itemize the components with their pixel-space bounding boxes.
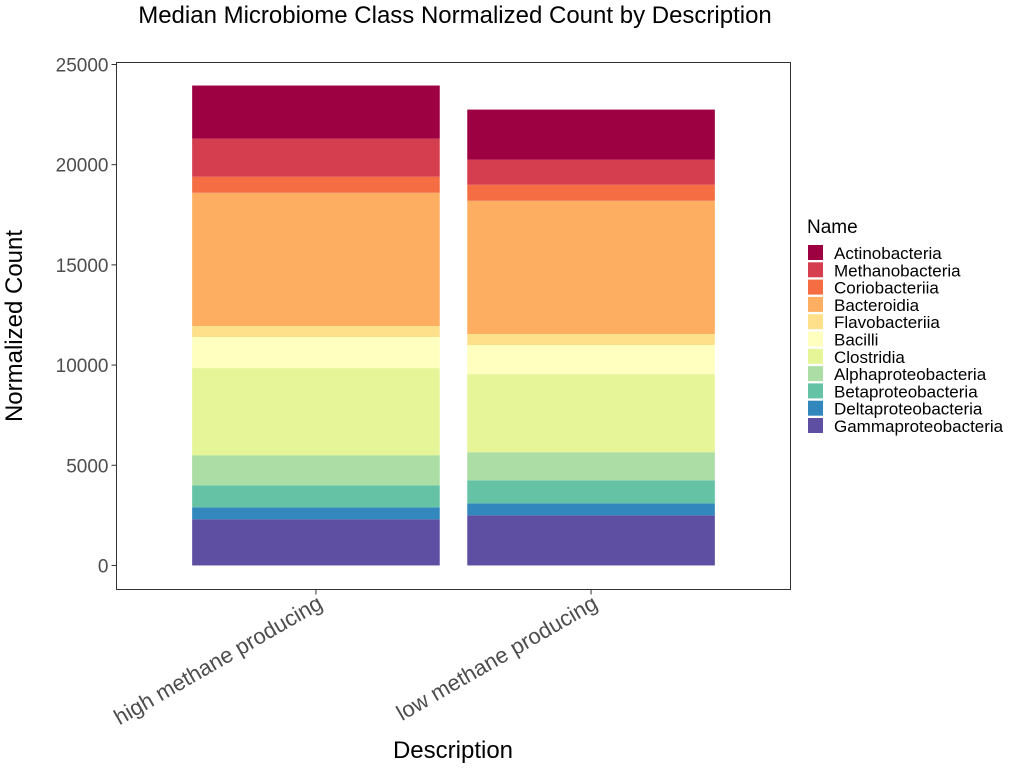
bar-segment-bacteroidia-1	[192, 192, 440, 326]
legend-key-clostridia	[808, 348, 823, 364]
bar-segment-deltaproteobacteria-2	[467, 503, 715, 516]
legend-title: Name	[807, 217, 858, 238]
x-tick-label-1: high methane producing	[110, 590, 327, 730]
y-tick-label-10000: 10000	[56, 356, 109, 377]
legend-key-actinobacteria	[808, 245, 823, 260]
legend-key-coriobacteriia	[808, 279, 823, 295]
legend-label-betaproteobacteria: Betaproteobacteria	[834, 382, 978, 401]
legend-label-coriobacteriia: Coriobacteriia	[834, 279, 939, 298]
bar-segment-flavobacteriia-1	[192, 326, 440, 338]
legend-label-gammaproteobacteria: Gammaproteobacteria	[834, 417, 1004, 436]
legend-label-bacilli: Bacilli	[834, 331, 878, 350]
bar-segment-deltaproteobacteria-1	[192, 507, 440, 520]
legend: Name ActinobacteriaMethanobacteriaCoriob…	[807, 217, 1004, 436]
legend-key-betaproteobacteria	[808, 383, 823, 399]
bar-segment-actinobacteria-1	[192, 85, 440, 139]
legend-label-clostridia: Clostridia	[834, 348, 905, 367]
bar-segment-methanobacteria-2	[467, 159, 715, 185]
legend-label-flavobacteriia: Flavobacteriia	[834, 313, 940, 332]
bar-segment-betaproteobacteria-1	[192, 485, 440, 508]
bar-segment-bacilli-1	[192, 337, 440, 369]
y-axis-title: Normalized Count	[1, 230, 28, 422]
legend-label-actinobacteria: Actinobacteria	[834, 244, 942, 263]
bars-layer	[192, 85, 715, 566]
y-axis: 0 5000 10000 15000 20000 25000	[56, 56, 117, 577]
legend-label-deltaproteobacteria: Deltaproteobacteria	[834, 400, 983, 419]
x-axis-title: Description	[393, 737, 513, 764]
x-axis: high methane producing low methane produc…	[110, 589, 602, 730]
y-tick-label-25000: 25000	[56, 56, 109, 77]
bar-segment-betaproteobacteria-2	[467, 480, 715, 504]
y-tick-label-15000: 15000	[56, 256, 109, 277]
bar-segment-coriobacteriia-1	[192, 176, 440, 193]
bar-segment-coriobacteriia-2	[467, 184, 715, 201]
bar-segment-flavobacteriia-2	[467, 334, 715, 346]
legend-key-deltaproteobacteria	[808, 400, 823, 416]
bar-segment-clostridia-1	[192, 368, 440, 456]
legend-key-methanobacteria	[808, 262, 823, 278]
chart-title: Median Microbiome Class Normalized Count…	[138, 2, 772, 29]
x-tick-label-2: low methane producing	[392, 590, 602, 725]
y-tick-label-0: 0	[98, 556, 109, 577]
y-tick-label-20000: 20000	[56, 156, 109, 177]
legend-label-methanobacteria: Methanobacteria	[834, 261, 961, 280]
bar-segment-gammaproteobacteria-1	[192, 519, 440, 566]
bar-segment-gammaproteobacteria-2	[467, 515, 715, 566]
bar-segment-actinobacteria-2	[467, 109, 715, 160]
bar-segment-methanobacteria-1	[192, 138, 440, 177]
y-tick-label-5000: 5000	[66, 456, 108, 477]
bar-segment-alphaproteobacteria-1	[192, 455, 440, 486]
legend-key-flavobacteriia	[808, 314, 823, 330]
legend-key-gammaproteobacteria	[808, 418, 823, 433]
bar-segment-bacilli-2	[467, 345, 715, 375]
legend-key-bacilli	[808, 331, 823, 347]
legend-key-bacteroidia	[808, 296, 823, 312]
legend-label-bacteroidia: Bacteroidia	[834, 296, 920, 315]
bar-segment-clostridia-2	[467, 374, 715, 453]
bar-segment-bacteroidia-2	[467, 200, 715, 335]
bar-segment-alphaproteobacteria-2	[467, 452, 715, 481]
legend-label-alphaproteobacteria: Alphaproteobacteria	[834, 365, 987, 384]
legend-key-alphaproteobacteria	[808, 366, 823, 382]
